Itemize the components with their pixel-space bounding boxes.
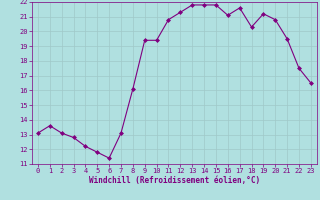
X-axis label: Windchill (Refroidissement éolien,°C): Windchill (Refroidissement éolien,°C) bbox=[89, 176, 260, 185]
